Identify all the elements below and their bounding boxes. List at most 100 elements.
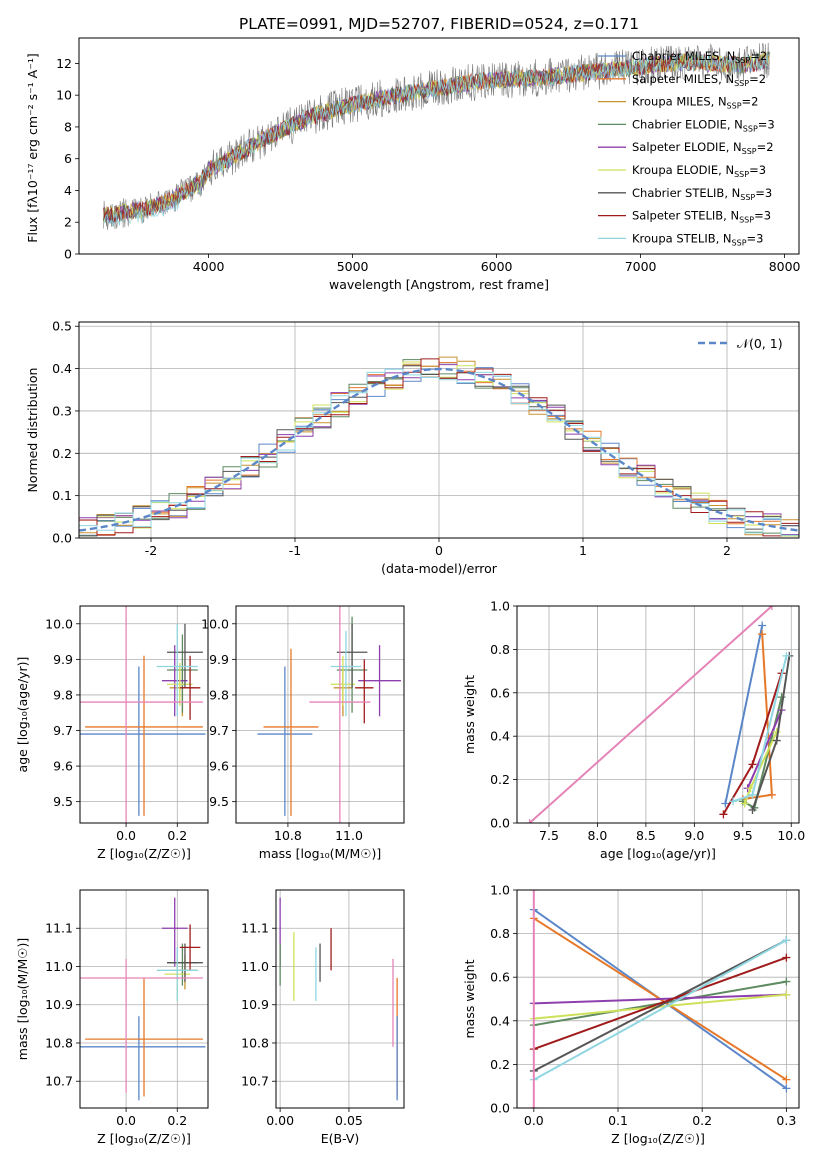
weight-marker	[529, 890, 538, 894]
y-tick-label: 6	[64, 151, 72, 166]
y-tick-label: 0.6	[490, 685, 510, 700]
weight-line	[724, 625, 764, 804]
axes-frame	[79, 889, 209, 1109]
legend-entry: Chabrier ELODIE, NSSP=3	[632, 117, 775, 133]
y-tick-label: 11.1	[45, 921, 73, 936]
y-tick-label: 11.0	[241, 959, 269, 974]
x-axis-label: age [log₁₀(age/yr)]	[600, 846, 716, 861]
weight-marker	[529, 1104, 538, 1108]
legend-entry: Kroupa ELODIE, NSSP=3	[632, 163, 766, 179]
weight-marker	[782, 1084, 791, 1093]
x-tick-label: 6000	[481, 259, 513, 274]
x-axis-label: (data-model)/error	[381, 561, 498, 576]
y-tick-label: 0.4	[52, 361, 72, 376]
y-axis-label: mass weight	[462, 675, 477, 754]
y-tick-label: 10.0	[201, 616, 229, 631]
x-tick-label: 1	[579, 543, 587, 558]
y-tick-label: 0.6	[490, 970, 510, 985]
weight-marker	[767, 790, 776, 799]
x-tick-label: 0.00	[266, 1113, 294, 1128]
axes-frame	[79, 605, 209, 824]
weight-marker	[740, 799, 749, 808]
weight-marker	[719, 810, 728, 819]
y-tick-label: 0	[64, 247, 72, 262]
y-tick-label: 10.8	[241, 1035, 269, 1050]
y-tick-label: 10	[56, 88, 72, 103]
y-tick-label: 1.0	[490, 883, 510, 898]
legend-entry: Salpeter MILES, NSSP=2	[632, 72, 766, 88]
x-axis-label: Z [log₁₀(Z/Z☉)]	[611, 1131, 705, 1146]
y-tick-label: 4	[64, 183, 72, 198]
weight-line	[533, 939, 787, 1081]
y-tick-label: 0.4	[490, 729, 510, 744]
spectrum-legend: Chabrier MILES, NSSP=2 Salpeter MILES, NS…	[598, 49, 775, 247]
weight-marker	[782, 936, 791, 945]
y-tick-label: 10.7	[45, 1074, 73, 1089]
y-tick-label: 0.4	[490, 1013, 510, 1028]
weight-marker	[748, 760, 757, 769]
mass_vs_Z-plot-area	[80, 897, 206, 1101]
age_vs_Z-panel: 0.0 0.2 9.5 9.6 9.7 9.8 9.9 10.0 Z [log₁₀(Z/Z☉)]…	[15, 605, 209, 861]
weight_vs_Z-panel: 0.0 0.1 0.2 0.3 0.0 0.2 0.4 0.6 0.8 1.0 Z [log₁₀(Z…	[462, 883, 800, 1146]
x-tick-label: 4000	[193, 259, 225, 274]
spectrum-model-line	[103, 52, 770, 222]
weight-marker	[777, 693, 786, 702]
weight-line	[533, 956, 787, 1051]
x-axis-label: wavelength [Angstrom, rest frame]	[329, 277, 549, 292]
weight-line	[528, 606, 773, 823]
y-tick-label: 9.9	[209, 652, 229, 667]
legend-entry: Salpeter ELODIE, NSSP=2	[632, 140, 774, 156]
x-axis-label: Z [log₁₀(Z/Z☉)]	[97, 1131, 191, 1146]
histogram-panel: -2 -1 0 1 2 0.0 0.1 0.2 0.3 0.4 0.5 (data-model)/er…	[25, 319, 800, 576]
weight_vs_age-panel: 7.5 8.0 8.5 9.0 9.5 10.0 0.0 0.2 0.4 0.6 0.8 1.0 age…	[462, 599, 805, 862]
x-tick-label: 5000	[337, 259, 369, 274]
y-tick-label: 0.5	[52, 319, 72, 334]
mass_vs_Z-panel: 0.0 0.2 10.7 10.8 10.9 11.0 11.1 Z [log₁₀(Z/Z☉)…	[15, 889, 209, 1146]
weight-marker	[767, 606, 776, 610]
y-tick-label: 9.6	[209, 759, 229, 774]
normal-curve	[79, 367, 799, 532]
x-tick-label: 9.0	[684, 828, 704, 843]
y-tick-label: 9.5	[209, 794, 229, 809]
legend-entry: Salpeter STELIB, NSSP=3	[632, 209, 771, 225]
spectrum-plot-area	[103, 42, 771, 230]
x-tick-label: 0.2	[167, 828, 187, 843]
y-axis-label: age [log₁₀(age/yr)]	[15, 657, 30, 773]
axes-frame	[275, 889, 405, 1109]
axes-frame	[235, 605, 405, 824]
y-axis-label: mass weight	[462, 959, 477, 1038]
x-tick-label: 0.0	[116, 828, 136, 843]
weight-marker	[782, 977, 791, 986]
x-axis-label: Z [log₁₀(Z/Z☉)]	[97, 846, 191, 861]
legend-entry: Kroupa MILES, NSSP=2	[632, 95, 758, 111]
spectrum-panel: 4000 5000 6000 7000 8000 0 2 4 6 8 10 12 wavelength …	[25, 37, 801, 292]
x-tick-label: 10.8	[274, 828, 302, 843]
y-tick-label: 10.8	[45, 1035, 73, 1050]
x-tick-label: 0.05	[335, 1113, 363, 1128]
weight-marker	[782, 651, 791, 660]
y-tick-label: 10.0	[45, 616, 73, 631]
y-tick-label: 0.8	[490, 926, 510, 941]
y-tick-label: 9.7	[53, 723, 73, 738]
weight-line	[533, 993, 787, 1005]
mass_vs_ebv-plot-area	[279, 897, 398, 1101]
y-tick-label: 9.6	[53, 759, 73, 774]
y-tick-label: 11.1	[241, 921, 269, 936]
legend-entry: Chabrier STELIB, NSSP=3	[632, 186, 772, 202]
weight_vs_Z-plot-area	[529, 890, 791, 1108]
y-tick-label: 10.9	[45, 997, 73, 1012]
weight-marker	[782, 1075, 791, 1084]
weight-marker	[772, 736, 781, 745]
y-tick-label: 0.8	[490, 642, 510, 657]
legend-entry: 𝒩(0, 1)	[737, 336, 783, 351]
y-tick-label: 0.0	[490, 816, 510, 831]
x-tick-label: 0.1	[608, 1113, 628, 1128]
y-tick-label: 0.2	[52, 446, 72, 461]
x-tick-label: 0.0	[116, 1113, 136, 1128]
x-tick-label: 0.2	[167, 1113, 187, 1128]
weight-marker	[758, 630, 767, 639]
x-tick-label: 0	[435, 543, 443, 558]
x-tick-label: 7000	[625, 259, 657, 274]
x-axis-label: E(B-V)	[321, 1131, 360, 1146]
